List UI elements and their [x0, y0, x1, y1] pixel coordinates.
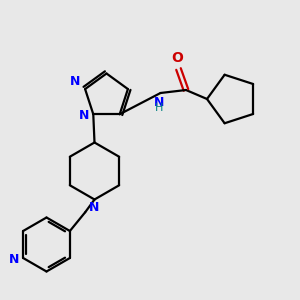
- Text: N: N: [154, 96, 164, 109]
- Text: O: O: [171, 51, 183, 65]
- Text: N: N: [78, 109, 89, 122]
- Text: N: N: [89, 201, 100, 214]
- Text: H: H: [155, 103, 163, 113]
- Text: N: N: [70, 74, 81, 88]
- Text: N: N: [9, 253, 20, 266]
